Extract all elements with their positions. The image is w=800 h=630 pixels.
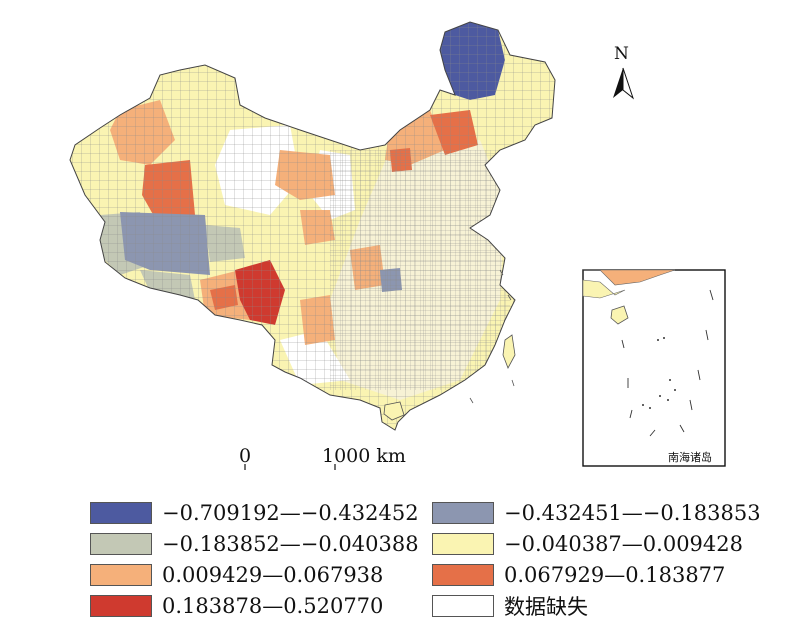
legend-item: 0.183878—0.520770	[90, 593, 383, 619]
china-outline	[69, 21, 556, 431]
north-arrow	[613, 67, 635, 100]
scale-bar	[244, 464, 336, 470]
legend-item: 数据缺失	[432, 593, 588, 619]
inset-label: 南海诸岛	[668, 451, 712, 464]
legend-label: 0.183878—0.520770	[162, 594, 384, 618]
legend-item: −0.709192—−0.432452	[90, 500, 419, 526]
legend-label: −0.432451—−0.183853	[504, 501, 761, 525]
legend-swatch	[90, 595, 152, 617]
county-boundaries	[70, 22, 555, 430]
legend-swatch	[432, 533, 494, 555]
legend-label: 0.067929—0.183877	[504, 563, 726, 587]
legend-item: 0.067929—0.183877	[432, 562, 725, 588]
taiwan-region	[502, 334, 516, 369]
legend-item: −0.432451—−0.183853	[432, 500, 761, 526]
north-label: N	[614, 44, 629, 64]
legend-swatch	[90, 533, 152, 555]
legend-label: −0.183852—−0.040388	[162, 532, 419, 556]
legend-swatch	[432, 595, 494, 617]
legend-item: −0.040387—0.009428	[432, 531, 743, 557]
coastline-islands	[469, 269, 515, 404]
legend-swatch	[90, 564, 152, 586]
scale-bar-end-label: 1000 km	[322, 445, 406, 467]
legend-label: 0.009429—0.067938	[162, 563, 384, 587]
county-boundaries-dense	[330, 150, 510, 390]
legend-swatch	[432, 564, 494, 586]
legend-label: −0.040387—0.009428	[504, 532, 743, 556]
map-region-blue-grey	[420, 65, 448, 92]
hainan-region	[383, 401, 405, 421]
legend-item: −0.183852—−0.040388	[90, 531, 419, 557]
legend-label: 数据缺失	[504, 595, 588, 619]
china-choropleth-map	[69, 21, 726, 470]
legend-label: −0.709192—−0.432452	[162, 501, 419, 525]
south-china-sea-inset	[582, 269, 726, 467]
legend-item: 0.009429—0.067938	[90, 562, 383, 588]
legend-swatch	[432, 502, 494, 524]
scale-bar-start-label: 0	[239, 445, 252, 467]
legend-swatch	[90, 502, 152, 524]
